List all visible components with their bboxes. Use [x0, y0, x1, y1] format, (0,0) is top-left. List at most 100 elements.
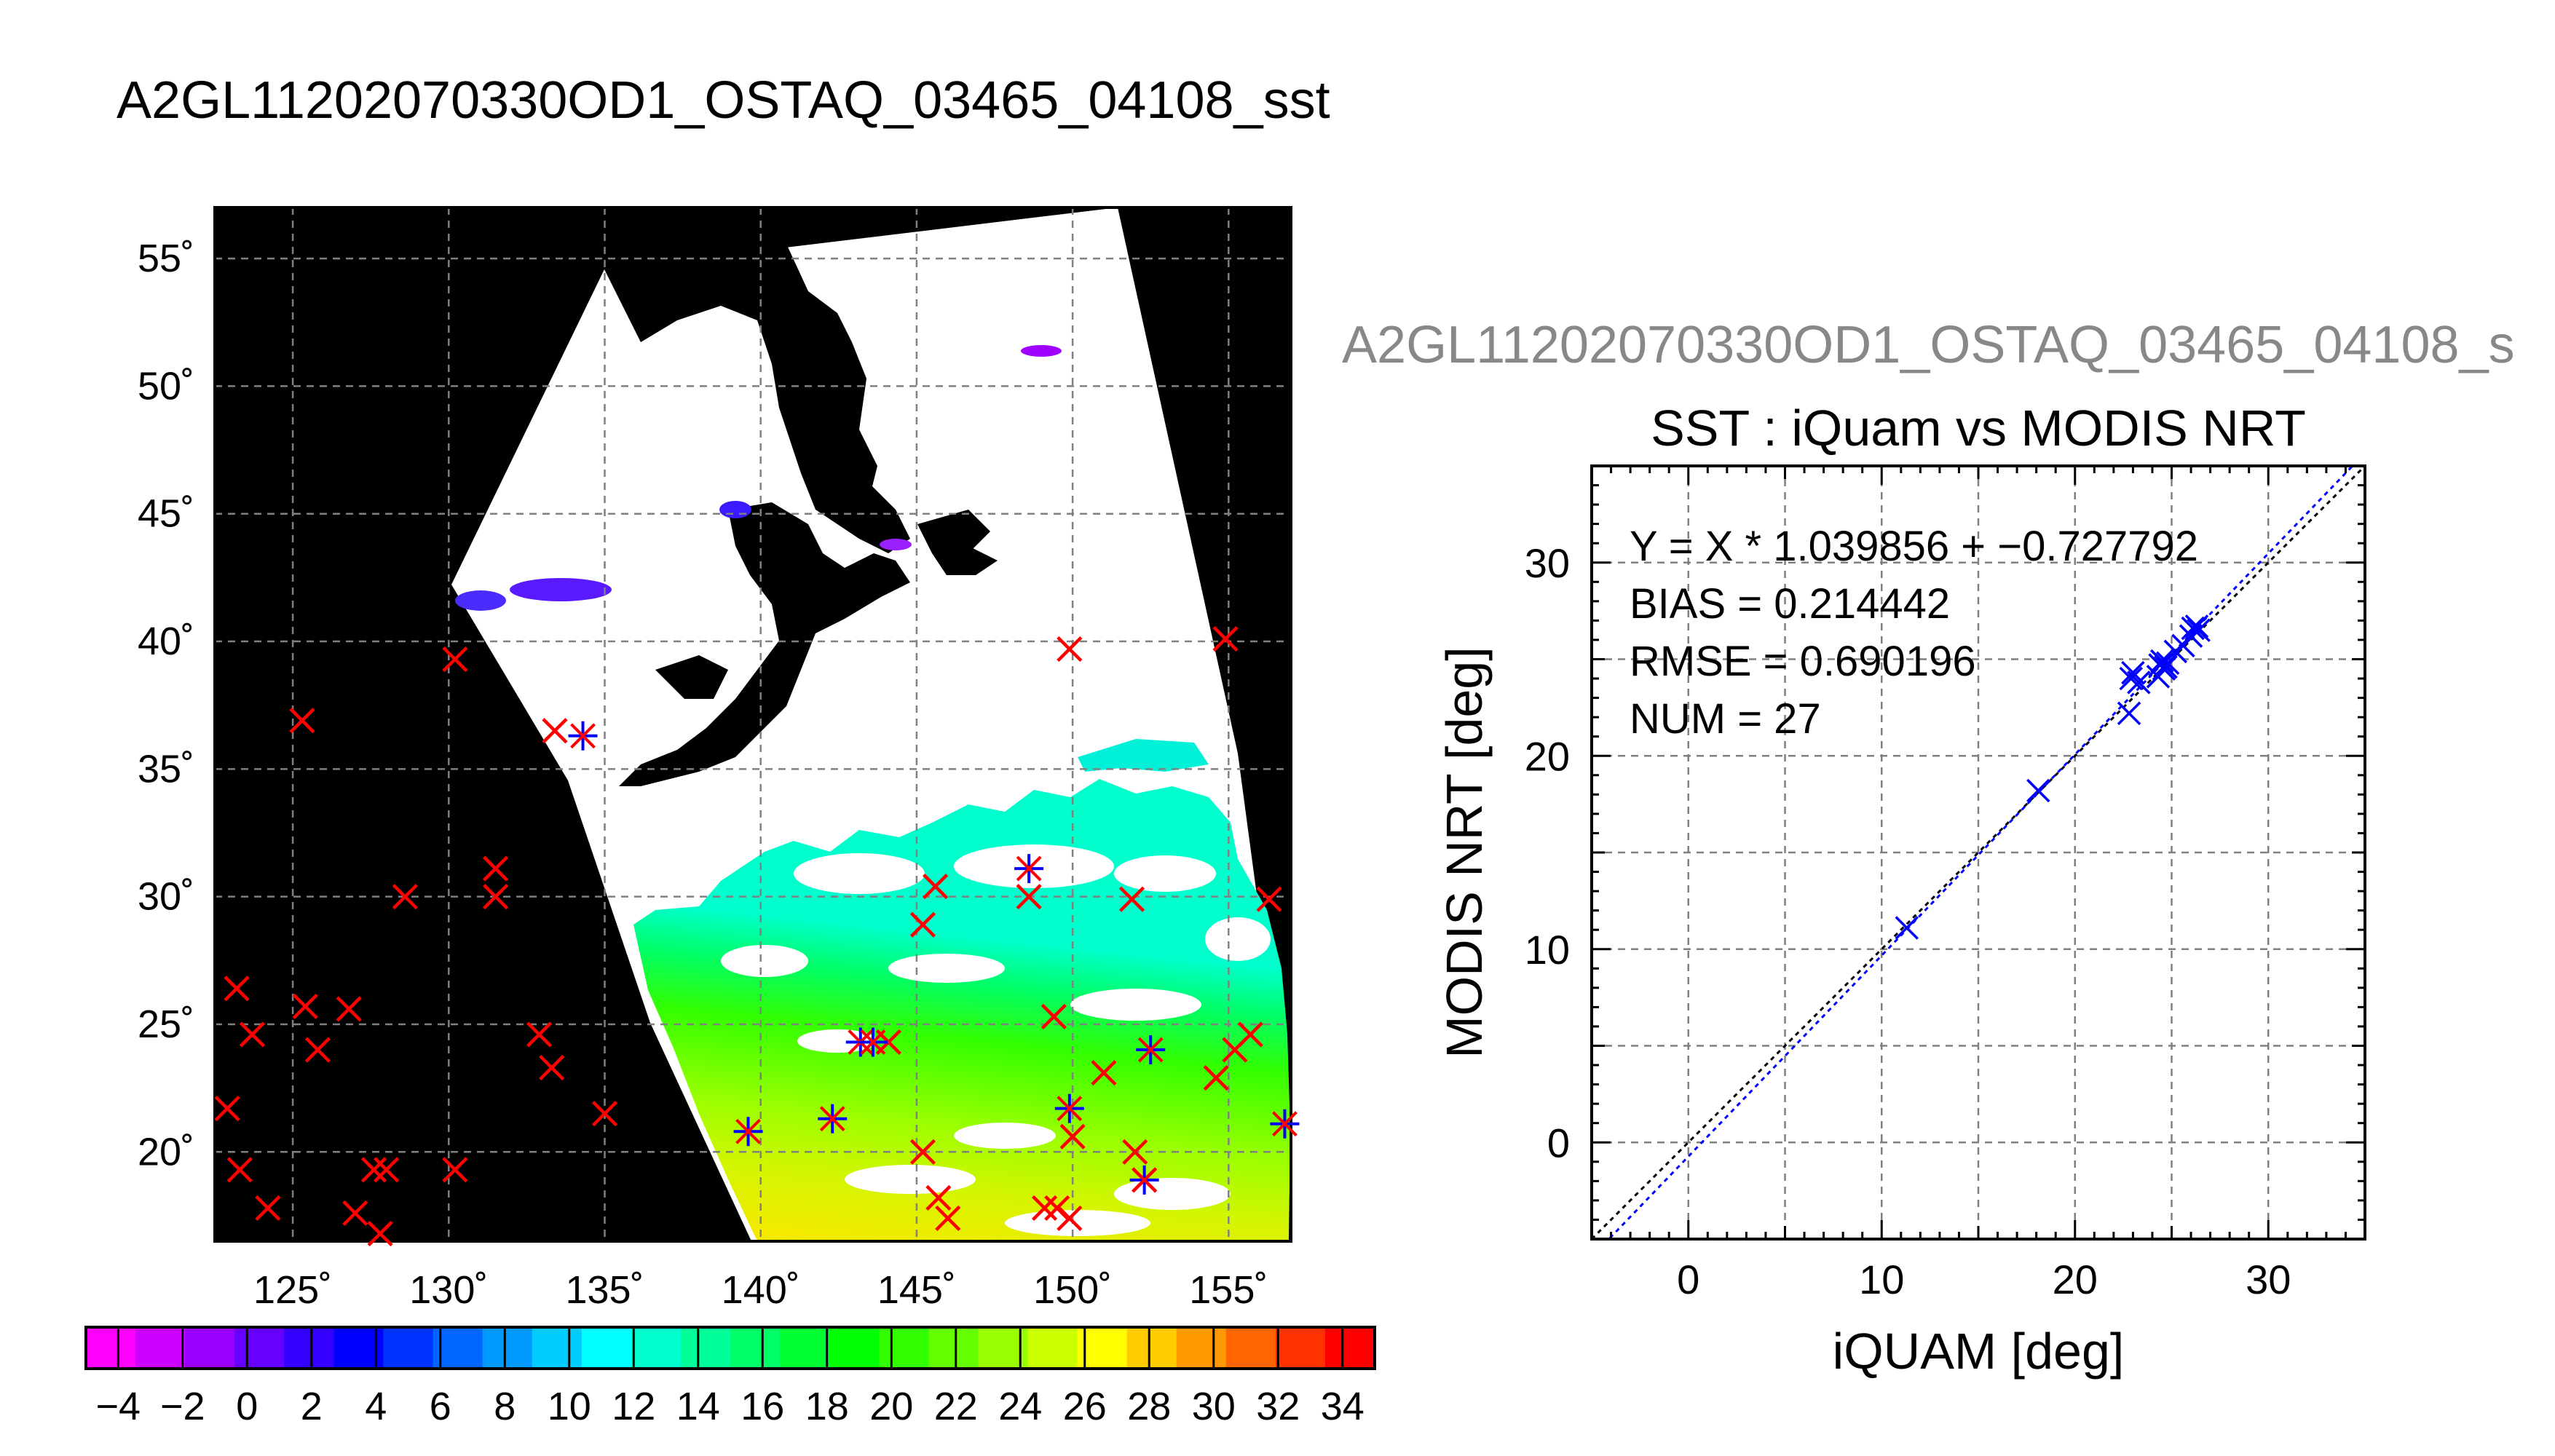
iquam-marker: [226, 1157, 253, 1183]
iquam-marker: [1203, 1065, 1229, 1091]
matchup-marker: [733, 1117, 763, 1147]
iquam-marker-stroke-b: [1212, 625, 1239, 652]
matchup-marker-x-stroke-b: [570, 723, 596, 749]
iquam-marker-stroke-b: [1040, 1003, 1067, 1030]
colorbar-tick-label: 8: [494, 1385, 516, 1428]
scatter-point: [2127, 670, 2151, 695]
iquam-marker: [289, 708, 315, 734]
colorbar-segment: [680, 1327, 731, 1369]
colorbar-tick-label: 4: [365, 1385, 387, 1428]
scatter-point-stroke-b: [2181, 616, 2205, 641]
matchup-marker: [818, 1104, 848, 1133]
iquam-marker: [542, 718, 568, 744]
scatter-point-stroke-b: [2154, 654, 2178, 679]
iquam-marker-stroke-b: [1122, 1139, 1148, 1165]
iquam-marker: [1118, 886, 1145, 912]
iquam-marker-stroke-b: [1059, 1123, 1086, 1150]
colorbar-tick-label: 28: [1127, 1385, 1171, 1428]
map-lat-tick-label: 40˚: [138, 620, 194, 663]
matchup-marker: [1129, 1165, 1159, 1195]
iquam-marker: [442, 646, 468, 673]
colorbar-tick-label: 22: [934, 1385, 978, 1428]
matchup-marker-x-stroke-b: [1016, 855, 1042, 882]
main-title: A2GL11202070330OD1_OSTAQ_03465_04108_sst: [117, 71, 1330, 130]
colorbar-segment: [482, 1327, 533, 1369]
scatter-point-stroke-b: [2119, 666, 2143, 691]
scatter-grid: [1592, 466, 2365, 1239]
matchup-marker-x-stroke-b: [1132, 1167, 1158, 1193]
colorbar-segment: [1027, 1327, 1078, 1369]
colorbar-tick-label: 32: [1256, 1385, 1300, 1428]
iquam-marker: [909, 1139, 936, 1165]
colorbar-segment: [1126, 1327, 1177, 1369]
iquam-marker-stroke-b: [255, 1195, 281, 1222]
iquam-marker-stroke-b: [542, 718, 568, 744]
map-lon-tick-label: 145˚: [877, 1268, 956, 1312]
iquam-marker-stroke-b: [591, 1101, 618, 1127]
colorbar-segment: [1275, 1327, 1326, 1369]
scatter-point: [2149, 649, 2174, 673]
scatter-x-tick-label: 20: [2053, 1257, 2098, 1302]
scatter-point-stroke-b: [2184, 614, 2209, 638]
iquam-marker: [336, 996, 362, 1022]
iquam-marker-stroke-b: [925, 1184, 952, 1211]
scatter-ticks: [1590, 464, 2366, 1241]
iquam-marker-stroke-b: [539, 1054, 565, 1081]
iquam-marker-stroke-b: [392, 884, 418, 910]
iquam-marker-stroke-b: [1057, 636, 1083, 662]
scatter-point-stroke-b: [2026, 778, 2050, 803]
sst-map: 125˚ 130˚ 135˚ 140˚ 145˚ 150˚ 155˚ 20˚ 25˚ 30˚ 35˚…: [138, 206, 1300, 1312]
iquam-marker-stroke-b: [526, 1021, 553, 1048]
matchup-marker-x: [735, 1118, 761, 1144]
colorbar-tick-label: −2: [160, 1385, 205, 1428]
colorbar-segment: [86, 1327, 136, 1369]
map-lat-tick-label: 50˚: [138, 364, 194, 408]
matchup-marker: [1270, 1109, 1300, 1139]
scatter-y-tick-label: 10: [1525, 927, 1570, 973]
iquam-marker: [442, 1157, 468, 1183]
matchup-marker: [568, 721, 598, 751]
scatter-point: [2026, 778, 2050, 803]
map-lat-tick-label: 25˚: [138, 1002, 194, 1046]
map-frame: [213, 206, 1292, 1243]
colorbar-segment: [1324, 1327, 1375, 1369]
matchup-marker-x: [1132, 1167, 1158, 1193]
matchup-marker-x-stroke-b: [1057, 1096, 1083, 1122]
colorbar-segment: [780, 1327, 830, 1369]
iquam-marker-stroke-b: [1237, 1021, 1263, 1048]
cloud-streaks: [721, 844, 1271, 1236]
colorbar-tick-label: 6: [430, 1385, 451, 1428]
iquam-marker: [526, 1021, 553, 1048]
scatter-point-stroke-b: [2149, 649, 2174, 673]
fit-line: [1607, 466, 2355, 1239]
scatter-annotation-line: NUM = 27: [1630, 695, 1821, 743]
scatter-annotations: Y = X * 1.039856 + −0.727792 BIAS = 0.214…: [1630, 523, 2198, 743]
iquam-marker: [925, 1184, 952, 1211]
scatter-x-tick-label: 30: [2246, 1257, 2291, 1302]
matchup-marker-x: [1016, 855, 1042, 882]
map-lat-tick-label: 20˚: [138, 1130, 194, 1174]
colorbar-segment: [234, 1327, 285, 1369]
iquam-marker: [360, 1157, 387, 1183]
scatter-point: [2184, 614, 2209, 638]
scatter-y-axis-label: MODIS NRT [deg]: [1436, 646, 1493, 1058]
iquam-marker-stroke-b: [935, 1205, 961, 1232]
colorbar-segment: [532, 1327, 583, 1369]
scatter-points: [1895, 614, 2211, 940]
colorbar-segment: [135, 1327, 186, 1369]
iquam-marker: [923, 874, 949, 900]
iquam-marker-stroke-b: [482, 855, 509, 882]
scatter-point: [2155, 651, 2180, 676]
scatter-annotation-line: Y = X * 1.039856 + −0.727792: [1630, 523, 2198, 570]
colorbar-tick-label: −4: [95, 1385, 141, 1428]
iquam-marker: [374, 1157, 400, 1183]
iquam-marker: [367, 1220, 393, 1247]
matchup-marker-x: [570, 723, 596, 749]
map-lat-tick-label: 45˚: [138, 492, 194, 536]
sst-colorbar: −4 −2 0 2 4 6 8 10 12 14 16 18 20 22 24 26 28 30 32 34: [84, 1326, 1376, 1428]
map-grid: [215, 207, 1291, 1241]
iquam-marker-stroke-b: [214, 1096, 240, 1122]
sst-cold-patches: [455, 345, 1062, 611]
iquam-marker: [1040, 1003, 1067, 1030]
map-lon-tick-label: 150˚: [1033, 1268, 1112, 1312]
